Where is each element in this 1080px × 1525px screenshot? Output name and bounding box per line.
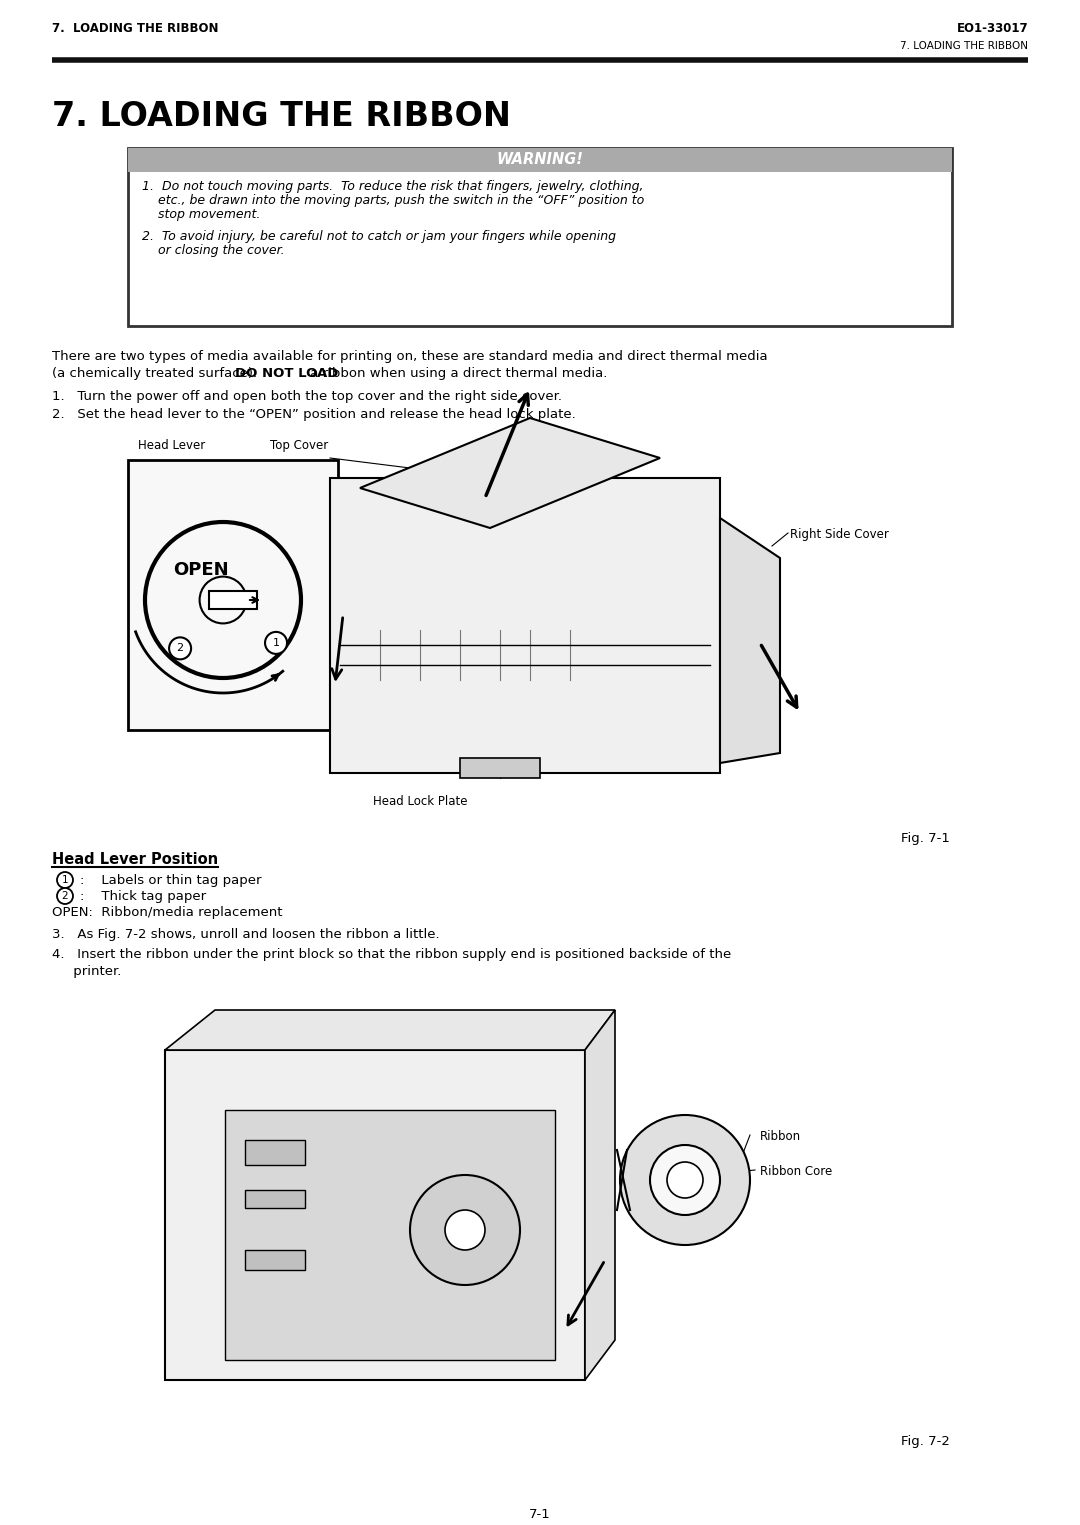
- Text: Top Cover: Top Cover: [270, 439, 328, 451]
- Circle shape: [667, 1162, 703, 1199]
- Text: 4.   Insert the ribbon under the print block so that the ribbon supply end is po: 4. Insert the ribbon under the print blo…: [52, 949, 731, 961]
- Polygon shape: [165, 1010, 615, 1051]
- Polygon shape: [360, 418, 660, 528]
- Text: There are two types of media available for printing on, these are standard media: There are two types of media available f…: [52, 351, 768, 363]
- Text: 2: 2: [62, 891, 68, 901]
- Polygon shape: [225, 1110, 555, 1360]
- Text: (a chemically treated surface).: (a chemically treated surface).: [52, 368, 266, 380]
- Polygon shape: [720, 518, 780, 762]
- Circle shape: [170, 637, 191, 659]
- Circle shape: [650, 1145, 720, 1215]
- Bar: [330, 477, 720, 773]
- Text: 7-1: 7-1: [529, 1508, 551, 1520]
- Text: Head Lever: Head Lever: [138, 439, 205, 451]
- Bar: [129, 148, 951, 172]
- Text: 2.   Set the head lever to the “OPEN” position and release the head lock plate.: 2. Set the head lever to the “OPEN” posi…: [52, 409, 576, 421]
- Text: 2.  To avoid injury, be careful not to catch or jam your fingers while opening: 2. To avoid injury, be careful not to ca…: [141, 230, 616, 242]
- Text: 7. LOADING THE RIBBON: 7. LOADING THE RIBBON: [52, 101, 511, 133]
- Polygon shape: [585, 1010, 615, 1380]
- Bar: [165, 1051, 585, 1380]
- Text: Head Lever Position: Head Lever Position: [52, 852, 218, 868]
- Text: stop movement.: stop movement.: [141, 207, 260, 221]
- Text: DO NOT LOAD: DO NOT LOAD: [235, 368, 338, 380]
- Text: :    Thick tag paper: : Thick tag paper: [80, 891, 206, 903]
- Text: 7.  LOADING THE RIBBON: 7. LOADING THE RIBBON: [52, 21, 218, 35]
- Bar: [245, 1250, 305, 1270]
- Circle shape: [410, 1174, 519, 1286]
- Circle shape: [265, 631, 287, 654]
- Text: 1: 1: [272, 637, 280, 648]
- Text: EO1-33017: EO1-33017: [957, 21, 1028, 35]
- Bar: [129, 148, 951, 326]
- Text: or closing the cover.: or closing the cover.: [141, 244, 285, 258]
- Circle shape: [57, 888, 73, 904]
- Bar: [210, 592, 257, 608]
- Text: Fig. 7-2: Fig. 7-2: [901, 1435, 950, 1449]
- Text: Fig. 7-1: Fig. 7-1: [901, 833, 950, 845]
- Text: Head Lock Plate: Head Lock Plate: [373, 795, 468, 808]
- Text: OPEN: OPEN: [173, 561, 229, 580]
- Circle shape: [57, 872, 73, 888]
- Bar: [245, 1141, 305, 1165]
- Bar: [460, 758, 540, 778]
- Text: etc., be drawn into the moving parts, push the switch in the “OFF” position to: etc., be drawn into the moving parts, pu…: [141, 194, 645, 207]
- Text: 2: 2: [176, 644, 184, 653]
- Text: a ribbon when using a direct thermal media.: a ribbon when using a direct thermal med…: [306, 368, 607, 380]
- Text: 7. LOADING THE RIBBON: 7. LOADING THE RIBBON: [900, 41, 1028, 50]
- Circle shape: [445, 1209, 485, 1250]
- Text: OPEN:  Ribbon/media replacement: OPEN: Ribbon/media replacement: [52, 906, 283, 920]
- Text: 1.  Do not touch moving parts.  To reduce the risk that fingers, jewelry, clothi: 1. Do not touch moving parts. To reduce …: [141, 180, 644, 194]
- Text: WARNING!: WARNING!: [497, 152, 583, 168]
- Text: Ribbon: Ribbon: [760, 1130, 801, 1144]
- Bar: [129, 461, 338, 730]
- Text: 1.   Turn the power off and open both the top cover and the right side cover.: 1. Turn the power off and open both the …: [52, 390, 562, 403]
- Text: 1: 1: [62, 875, 68, 884]
- Text: :    Labels or thin tag paper: : Labels or thin tag paper: [80, 874, 261, 888]
- Circle shape: [620, 1115, 750, 1244]
- Text: printer.: printer.: [52, 965, 121, 978]
- Bar: [245, 1190, 305, 1208]
- Text: 3.   As Fig. 7-2 shows, unroll and loosen the ribbon a little.: 3. As Fig. 7-2 shows, unroll and loosen …: [52, 929, 440, 941]
- Text: Ribbon Core: Ribbon Core: [760, 1165, 833, 1177]
- Text: Right Side Cover: Right Side Cover: [789, 528, 889, 541]
